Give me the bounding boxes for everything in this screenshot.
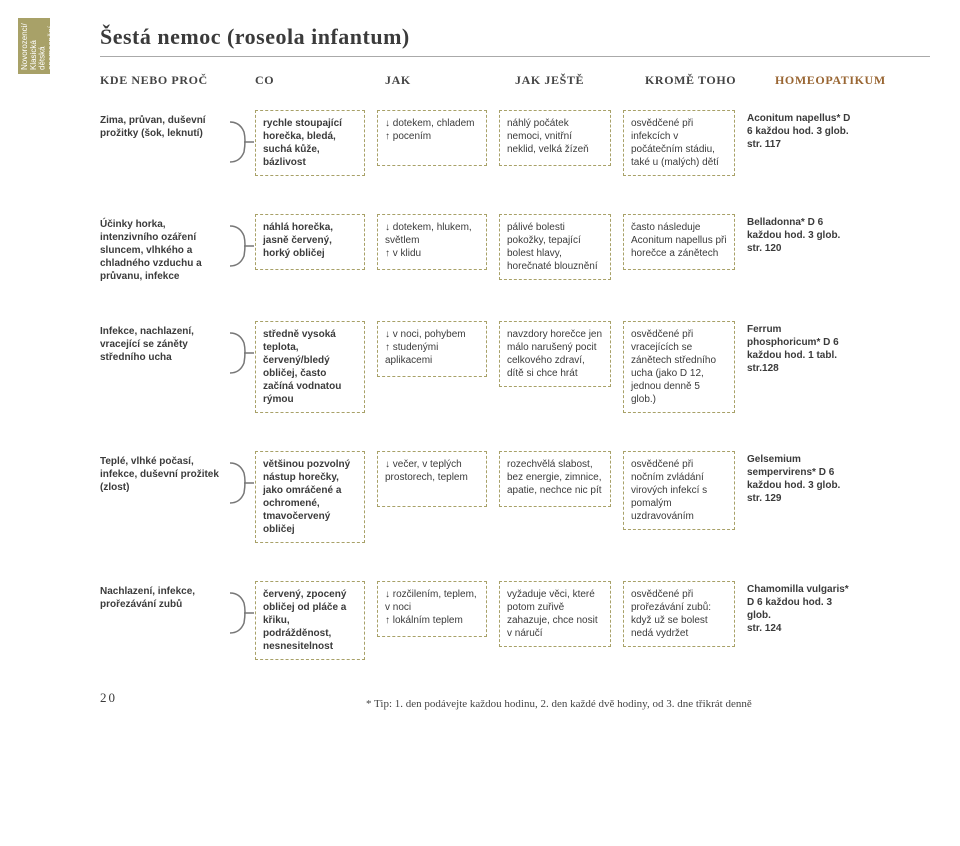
connector-icon bbox=[230, 451, 255, 511]
cell-where: Zima, průvan, duševní prožitky (šok, lek… bbox=[100, 110, 230, 140]
cell-what: rychle stoupající horečka, bledá, suchá … bbox=[255, 110, 365, 176]
header-what: CO bbox=[255, 73, 385, 88]
cell-where: Účinky horka, intenzivního ozáření slunc… bbox=[100, 214, 230, 283]
table-header: KDE NEBO PROČ CO JAK JAK JEŠTĚ KROMĚ TOH… bbox=[100, 73, 930, 88]
cell-how-else: vyžaduje věci, které potom zuřivě zahazu… bbox=[499, 581, 611, 647]
cell-how-else: rozechvělá slabost, bez energie, zimnice… bbox=[499, 451, 611, 507]
cell-how: ↓ v noci, pohybem ↑ studenými aplikacemi bbox=[377, 321, 487, 377]
connector-icon bbox=[230, 581, 255, 641]
page-number: 20 bbox=[100, 690, 117, 706]
cell-what: náhlá horečka, jasně červený, horký obli… bbox=[255, 214, 365, 270]
cell-where: Infekce, nachlazení, vracející se záněty… bbox=[100, 321, 230, 364]
page-title: Šestá nemoc (roseola infantum) bbox=[100, 24, 930, 50]
cell-how: ↓ večer, v teplých prostorech, teplem bbox=[377, 451, 487, 507]
cell-where: Teplé, vlhké počasí, infekce, duševní pr… bbox=[100, 451, 230, 494]
cell-what: středně vysoká teplota, červený/bledý ob… bbox=[255, 321, 365, 413]
cell-besides: osvědčené při infekcích v počátečním stá… bbox=[623, 110, 735, 176]
cell-what: většinou pozvolný nástup horečky, jako o… bbox=[255, 451, 365, 543]
cell-besides: osvědčené při prořezávání zubů: když už … bbox=[623, 581, 735, 647]
cell-how-else: navzdory horečce jen málo narušený pocit… bbox=[499, 321, 611, 387]
cell-how-else: náhlý počátek nemoci, vnitřní neklid, ve… bbox=[499, 110, 611, 166]
table-row: Nachlazení, infekce, prořezávání zubů čer… bbox=[100, 581, 930, 660]
table-row: Účinky horka, intenzivního ozáření slunc… bbox=[100, 214, 930, 283]
header-how: JAK bbox=[385, 73, 515, 88]
cell-remedy: Gelsemium sempervirens* D 6 každou hod. … bbox=[747, 451, 855, 505]
table-row: Infekce, nachlazení, vracející se záněty… bbox=[100, 321, 930, 413]
cell-how: ↓ dotekem, chladem ↑ pocením bbox=[377, 110, 487, 166]
connector-icon bbox=[230, 321, 255, 381]
cell-remedy: Ferrum phosphoricum* D 6 každou hod. 1 t… bbox=[747, 321, 855, 375]
cell-remedy: Chamomilla vulgaris* D 6 každou hod. 3 g… bbox=[747, 581, 855, 635]
cell-how: ↓ dotekem, hlukem, světlem ↑ v klidu bbox=[377, 214, 487, 270]
header-remedy: HOMEOPATIKUM bbox=[775, 73, 895, 88]
cell-besides: osvědčené při vracejících se zánětech st… bbox=[623, 321, 735, 413]
connector-icon bbox=[230, 110, 255, 170]
cell-besides: často následuje Aconitum napellus při ho… bbox=[623, 214, 735, 270]
divider bbox=[100, 56, 930, 57]
side-tab: Novorozenci/ Klasická dětská onemocnění bbox=[18, 18, 50, 74]
cell-how: ↓ rozčilením, teplem, v noci ↑ lokálním … bbox=[377, 581, 487, 637]
header-where: KDE NEBO PROČ bbox=[100, 73, 255, 88]
cell-remedy: Belladonna* D 6 každou hod. 3 glob. str.… bbox=[747, 214, 855, 255]
cell-what: červený, zpocený obličej od pláče a křik… bbox=[255, 581, 365, 660]
footnote: * Tip: 1. den podávejte každou hodinu, 2… bbox=[366, 698, 866, 710]
table-row: Teplé, vlhké počasí, infekce, duševní pr… bbox=[100, 451, 930, 543]
header-besides: KROMĚ TOHO bbox=[645, 73, 775, 88]
cell-remedy: Aconitum napellus* D 6 každou hod. 3 glo… bbox=[747, 110, 855, 151]
page-content: Šestá nemoc (roseola infantum) KDE NEBO … bbox=[100, 24, 930, 698]
table-row: Zima, průvan, duševní prožitky (šok, lek… bbox=[100, 110, 930, 176]
cell-where: Nachlazení, infekce, prořezávání zubů bbox=[100, 581, 230, 611]
connector-icon bbox=[230, 214, 255, 274]
header-how-else: JAK JEŠTĚ bbox=[515, 73, 645, 88]
cell-how-else: pálivé bolesti pokožky, tepající bolest … bbox=[499, 214, 611, 280]
cell-besides: osvědčené při nočním zvládání virových i… bbox=[623, 451, 735, 530]
